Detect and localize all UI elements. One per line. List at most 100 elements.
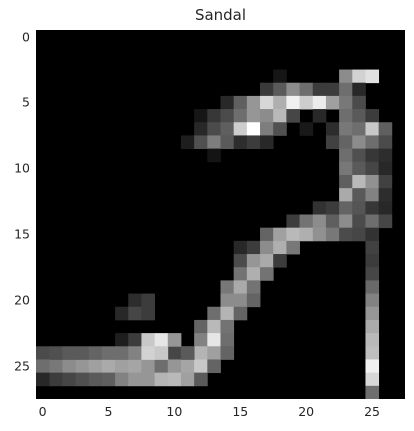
heatmap-cell [273, 254, 287, 268]
heatmap-cell [207, 333, 221, 347]
heatmap-cell [365, 307, 379, 321]
heatmap-cell [128, 333, 142, 347]
heatmap-cell [352, 162, 366, 176]
heatmap-cell [207, 359, 221, 373]
heatmap-cell [234, 280, 248, 294]
heatmap-cell [102, 359, 116, 373]
heatmap-cell [168, 346, 182, 360]
heatmap-cell [128, 373, 142, 387]
heatmap-cell [194, 122, 208, 136]
heatmap-cell [352, 228, 366, 242]
heatmap-cell [247, 267, 261, 281]
heatmap-cell [36, 359, 50, 373]
heatmap-cell [326, 83, 340, 97]
heatmap-cell [379, 135, 393, 149]
heatmap-cell [326, 201, 340, 215]
x-tick-label: 5 [104, 404, 112, 419]
heatmap-cell [207, 149, 221, 163]
heatmap-cell [141, 333, 155, 347]
heatmap-cell [352, 122, 366, 136]
heatmap-cell [313, 96, 327, 110]
heatmap-cell [352, 188, 366, 202]
heatmap-cell [221, 122, 235, 136]
heatmap-cell [234, 294, 248, 308]
heatmap-cell [365, 215, 379, 229]
heatmap-cell [115, 359, 129, 373]
heatmap-cell [207, 122, 221, 136]
heatmap-cell [339, 201, 353, 215]
heatmap-cell [207, 320, 221, 334]
heatmap-cell [300, 215, 314, 229]
heatmap-cell [339, 96, 353, 110]
y-tick-label: 20 [0, 293, 30, 308]
heatmap-cell [155, 346, 169, 360]
heatmap-cell [234, 307, 248, 321]
heatmap-cell [326, 122, 340, 136]
heatmap-cell [286, 228, 300, 242]
heatmap-cell [379, 215, 393, 229]
heatmap-cell [247, 135, 261, 149]
heatmap-cell [141, 294, 155, 308]
heatmap-cell [286, 83, 300, 97]
heatmap-cell [168, 333, 182, 347]
chart-title: Sandal [36, 6, 405, 24]
heatmap-cell [339, 215, 353, 229]
heatmap-cell [234, 122, 248, 136]
heatmap-cell [194, 359, 208, 373]
heatmap-cell [365, 135, 379, 149]
heatmap-cell [221, 320, 235, 334]
heatmap-cell [313, 83, 327, 97]
heatmap-cell [365, 109, 379, 123]
heatmap-cell [352, 149, 366, 163]
heatmap-cell [221, 135, 235, 149]
heatmap-cell [221, 96, 235, 110]
heatmap-cell [62, 346, 76, 360]
heatmap-cell [339, 122, 353, 136]
y-tick-label: 5 [0, 95, 30, 110]
heatmap-cell [49, 373, 63, 387]
heatmap-cell [36, 346, 50, 360]
heatmap-cell [207, 346, 221, 360]
heatmap-cell [273, 122, 287, 136]
heatmap-cell [221, 346, 235, 360]
heatmap-cell [221, 294, 235, 308]
heatmap-cell [352, 201, 366, 215]
heatmap-cell [339, 149, 353, 163]
heatmap-cell [247, 109, 261, 123]
heatmap-cell [352, 135, 366, 149]
heatmap-cell [365, 359, 379, 373]
heatmap-cell [365, 228, 379, 242]
heatmap-cell [260, 109, 274, 123]
x-tick-label: 10 [166, 404, 182, 419]
heatmap-cell [115, 307, 129, 321]
heatmap-cell [89, 346, 103, 360]
heatmap-cell [234, 254, 248, 268]
heatmap-cell [141, 307, 155, 321]
heatmap-cell [168, 373, 182, 387]
heatmap-cell [49, 359, 63, 373]
heatmap-cell [365, 254, 379, 268]
heatmap-cell [339, 228, 353, 242]
heatmap-cell [207, 135, 221, 149]
heatmap-cell [181, 346, 195, 360]
heatmap-cell [300, 122, 314, 136]
heatmap-cell [326, 228, 340, 242]
heatmap-cell [260, 135, 274, 149]
heatmap-cell [352, 96, 366, 110]
heatmap-cell [339, 188, 353, 202]
heatmap-cell [234, 135, 248, 149]
x-tick-label: 25 [364, 404, 380, 419]
heatmap-cell [102, 346, 116, 360]
heatmap-cell [313, 201, 327, 215]
heatmap-cell [339, 175, 353, 189]
heatmap-cell [247, 241, 261, 255]
heatmap-cell [365, 122, 379, 136]
heatmap-cell [339, 70, 353, 84]
heatmap-cell [273, 228, 287, 242]
heatmap-cell [365, 320, 379, 334]
heatmap-cell [379, 175, 393, 189]
heatmap-cell [234, 96, 248, 110]
heatmap-cell [313, 228, 327, 242]
heatmap-cell [379, 122, 393, 136]
